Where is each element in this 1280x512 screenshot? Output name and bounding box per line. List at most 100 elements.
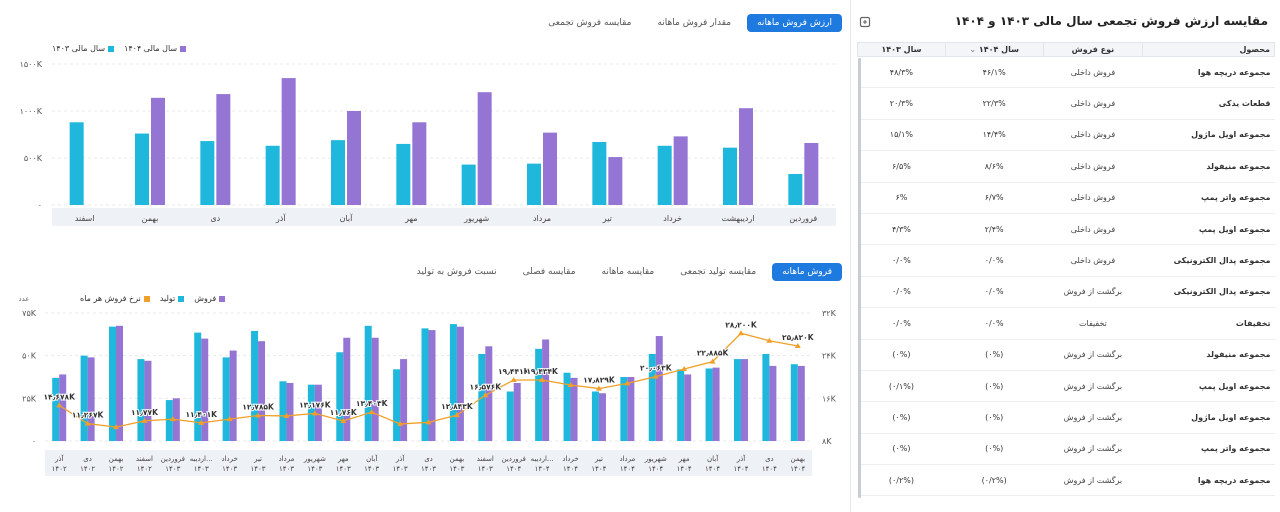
bottom-bar-production[interactable]	[790, 364, 798, 441]
bottom-bar-sales[interactable]	[371, 337, 379, 441]
top-bar-1403[interactable]	[592, 142, 607, 205]
table-row[interactable]: قطعات یدکی فروش داخلی ۲۲/۳% ۲۰/۳%	[857, 87, 1275, 120]
table-row[interactable]: تخفیفات تخفیفات ۰/۰% ۰/۰%	[857, 307, 1275, 340]
bottom-tab-4[interactable]: نسبت فروش به تولید	[416, 267, 497, 277]
top-bar-1403[interactable]	[527, 163, 541, 205]
top-bar-1404[interactable]	[412, 122, 427, 205]
rate-point[interactable]	[283, 412, 290, 418]
bottom-bar-production[interactable]	[563, 372, 571, 441]
table-row[interactable]: مجموعه پدال الکترونیکی فروش داخلی ۰/۰% ۰/۰%	[857, 244, 1275, 277]
top-bar-1403[interactable]	[788, 173, 803, 205]
bottom-bar-sales[interactable]	[655, 336, 663, 441]
rate-point[interactable]	[794, 342, 801, 348]
top-bar-1403[interactable]	[461, 164, 476, 205]
bottom-bar-sales[interactable]	[598, 393, 606, 441]
top-bar-1404[interactable]	[477, 92, 492, 205]
bottom-bar-sales[interactable]	[570, 377, 578, 441]
bottom-bar-production[interactable]	[336, 352, 344, 441]
table-row[interactable]: مجموعه واتر پمپ برگشت از فروش (۰%) (۰%)	[857, 433, 1275, 466]
bottom-bar-production[interactable]	[52, 377, 60, 441]
rate-point[interactable]	[397, 420, 404, 426]
bottom-bar-sales[interactable]	[343, 337, 351, 441]
bottom-bar-production[interactable]	[449, 324, 457, 441]
bottom-bar-sales[interactable]	[769, 365, 777, 441]
rate-point[interactable]	[141, 417, 148, 423]
top-bar-1403[interactable]	[135, 133, 149, 205]
rate-point[interactable]	[368, 409, 375, 415]
top-bar-1404[interactable]	[673, 136, 688, 205]
top-tab-2[interactable]: مقایسه فروش تجمعی	[548, 18, 632, 28]
table-row[interactable]: مجموعه دریچه هوا فروش داخلی ۴۶/۱% ۴۸/۳%	[857, 56, 1275, 89]
bottom-bar-production[interactable]	[421, 328, 429, 441]
rate-point[interactable]	[56, 402, 63, 408]
bottom-bar-production[interactable]	[222, 357, 230, 441]
bottom-bar-production[interactable]	[279, 381, 287, 441]
rate-point[interactable]	[226, 416, 233, 422]
top-bar-1404[interactable]	[281, 78, 296, 205]
rate-point[interactable]	[510, 376, 517, 382]
bottom-bar-sales[interactable]	[797, 365, 805, 441]
legend-item-1404[interactable]: سال مالی ۱۴۰۴	[124, 44, 187, 53]
top-bar-1404[interactable]	[347, 111, 361, 205]
bottom-bar-production[interactable]	[165, 400, 173, 441]
rate-point[interactable]	[425, 419, 432, 425]
bottom-tab-0[interactable]: فروش ماهانه	[772, 263, 842, 281]
rate-point[interactable]	[539, 377, 546, 383]
col-header-1404[interactable]: سال ۱۴۰۴ ⌄	[944, 42, 1044, 57]
bottom-bar-sales[interactable]	[712, 367, 720, 441]
top-bar-1403[interactable]	[657, 145, 672, 205]
bottom-bar-production[interactable]	[364, 325, 372, 441]
bottom-bar-sales[interactable]	[740, 359, 748, 441]
top-bar-1404[interactable]	[151, 97, 165, 205]
bottom-bar-sales[interactable]	[428, 330, 436, 441]
bottom-bar-production[interactable]	[620, 377, 628, 441]
bottom-bar-sales[interactable]	[258, 341, 266, 441]
bottom-bar-production[interactable]	[506, 391, 514, 441]
bottom-bar-sales[interactable]	[87, 357, 95, 441]
legend-item-rate[interactable]: نرخ فروش هر ماه	[80, 294, 150, 303]
col-header-sale-type[interactable]: نوع فروش	[1042, 42, 1144, 57]
top-bar-1403[interactable]	[200, 141, 215, 205]
rate-point[interactable]	[652, 373, 659, 379]
top-bar-1403[interactable]	[69, 122, 84, 205]
col-header-product[interactable]: محصول	[1142, 42, 1275, 57]
rate-point[interactable]	[340, 417, 347, 423]
export-icon[interactable]	[859, 16, 871, 28]
bottom-bar-production[interactable]	[762, 353, 770, 441]
table-scrollbar-thumb[interactable]	[858, 58, 861, 498]
table-row[interactable]: مجموعه پدال الکترونیکی برگشت از فروش ۰/۰% ۰…	[857, 276, 1275, 309]
bottom-bar-production[interactable]	[137, 359, 145, 441]
bottom-bar-production[interactable]	[733, 359, 741, 441]
top-bar-1404[interactable]	[543, 132, 557, 205]
col-header-1403[interactable]: سال ۱۴۰۳	[857, 42, 946, 57]
bottom-bar-production[interactable]	[677, 369, 685, 441]
rate-point[interactable]	[681, 366, 688, 371]
top-bar-1403[interactable]	[265, 145, 280, 205]
rate-point[interactable]	[624, 380, 631, 386]
bottom-bar-production[interactable]	[307, 384, 315, 441]
rate-point[interactable]	[766, 337, 773, 343]
bottom-bar-production[interactable]	[194, 332, 202, 441]
rate-point[interactable]	[113, 424, 120, 430]
bottom-bar-production[interactable]	[393, 369, 401, 441]
table-row[interactable]: مجموعه اویل پمپ فروش داخلی ۲/۴% ۴/۳%	[857, 213, 1275, 246]
bottom-bar-production[interactable]	[109, 326, 117, 441]
table-row[interactable]: مجموعه اویل پمپ برگشت از فروش (۰%) (۰/۱%)	[857, 370, 1275, 403]
bottom-bar-sales[interactable]	[144, 360, 152, 441]
rate-point[interactable]	[737, 330, 744, 336]
bottom-bar-sales[interactable]	[684, 374, 692, 441]
top-bar-1403[interactable]	[331, 140, 345, 205]
rate-point[interactable]	[198, 419, 205, 425]
rate-point[interactable]	[169, 416, 176, 422]
bottom-bar-production[interactable]	[648, 353, 656, 441]
top-bar-1404[interactable]	[608, 157, 623, 205]
bottom-bar-sales[interactable]	[542, 339, 550, 441]
bottom-bar-production[interactable]	[80, 355, 88, 441]
top-bar-1403[interactable]	[396, 143, 411, 205]
bottom-bar-sales[interactable]	[229, 350, 237, 441]
rate-point[interactable]	[84, 420, 91, 426]
bottom-bar-sales[interactable]	[286, 382, 294, 441]
bottom-bar-sales[interactable]	[116, 325, 124, 441]
table-scrollbar[interactable]	[858, 58, 861, 498]
top-bar-1404[interactable]	[739, 108, 753, 205]
